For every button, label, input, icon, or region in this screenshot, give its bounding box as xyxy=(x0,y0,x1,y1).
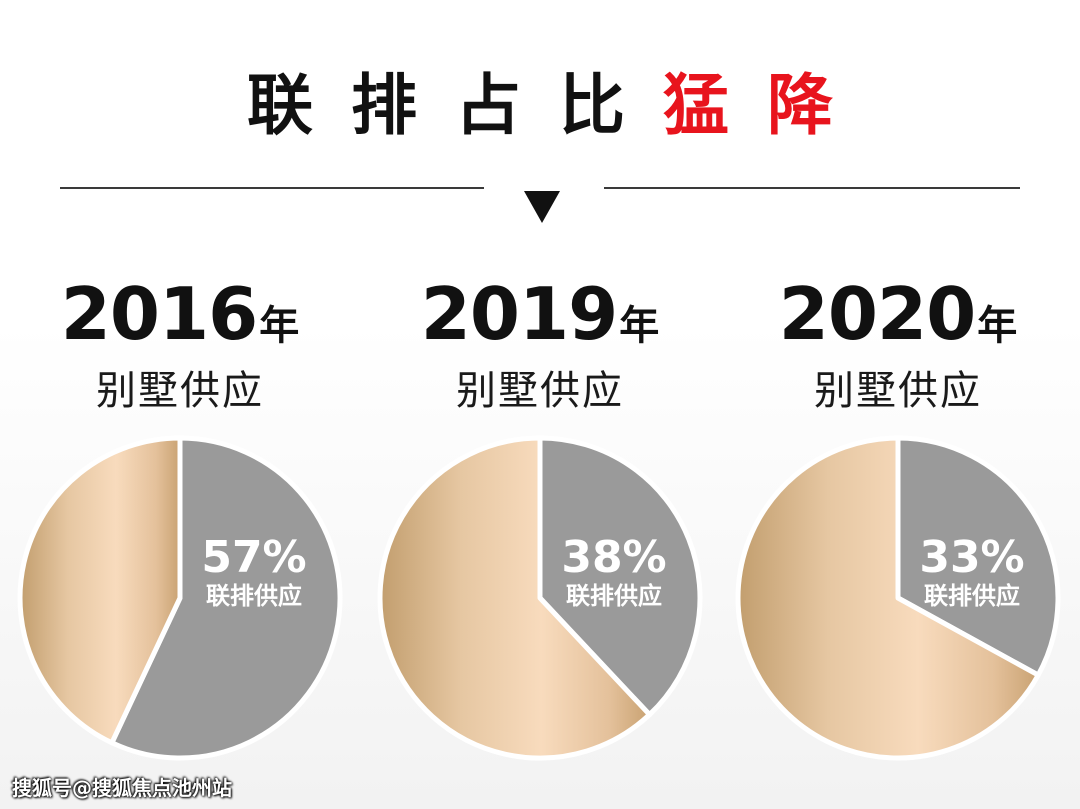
pie-slice-name-label: 联排供应 xyxy=(566,582,662,610)
year-unit: 年 xyxy=(259,303,300,349)
title-char: 排 xyxy=(351,67,417,144)
pie-slice-townhouse xyxy=(109,435,343,761)
year-number: 2020 xyxy=(778,272,976,356)
chart-heading-2020: 2020年 别墅供应 xyxy=(718,278,1078,416)
title-char: 比 xyxy=(559,67,625,144)
chart-subtitle: 别墅供应 xyxy=(96,368,264,414)
year-unit: 年 xyxy=(977,303,1018,349)
chart-heading-2019: 2019年 别墅供应 xyxy=(360,278,720,416)
pie-value-label: 38% xyxy=(561,532,666,583)
year-number: 2016 xyxy=(60,272,258,356)
watermark: 搜狐号@搜狐焦点池州站 xyxy=(12,776,232,800)
title-highlight-char: 降 xyxy=(767,67,833,144)
pie-value-label: 57% xyxy=(201,532,306,583)
pie-slice-townhouse xyxy=(895,435,1061,678)
pie-chart-2016: 57%联排供应 xyxy=(17,435,343,761)
pie-slice-name-label: 联排供应 xyxy=(924,582,1020,610)
title-highlight-char: 猛 xyxy=(663,67,729,144)
page-title: 联排占比猛降 xyxy=(0,52,1080,148)
title-char: 占 xyxy=(455,67,521,144)
chart-heading-2016: 2016年 别墅供应 xyxy=(0,278,360,416)
chart-title: 2019年 xyxy=(360,278,720,350)
chart-title: 2020年 xyxy=(718,278,1078,350)
divider-left xyxy=(60,187,484,189)
pie-slice-other xyxy=(17,435,183,746)
pie-slice-other xyxy=(377,435,653,761)
pie-chart-2020: 33%联排供应 xyxy=(735,435,1061,761)
pie-slice-name-label: 联排供应 xyxy=(206,582,302,610)
title-char: 联 xyxy=(247,67,313,144)
year-unit: 年 xyxy=(619,303,660,349)
pie-slice-townhouse xyxy=(537,435,703,718)
year-number: 2019 xyxy=(420,272,618,356)
chart-title: 2016年 xyxy=(0,278,360,350)
chart-subtitle: 别墅供应 xyxy=(456,368,624,414)
pie-slice-other xyxy=(735,435,1041,761)
pie-chart-2019: 38%联排供应 xyxy=(377,435,703,761)
chart-subtitle: 别墅供应 xyxy=(814,368,982,414)
down-triangle-icon xyxy=(524,191,560,223)
pie-value-label: 33% xyxy=(919,532,1024,583)
divider-right xyxy=(604,187,1020,189)
